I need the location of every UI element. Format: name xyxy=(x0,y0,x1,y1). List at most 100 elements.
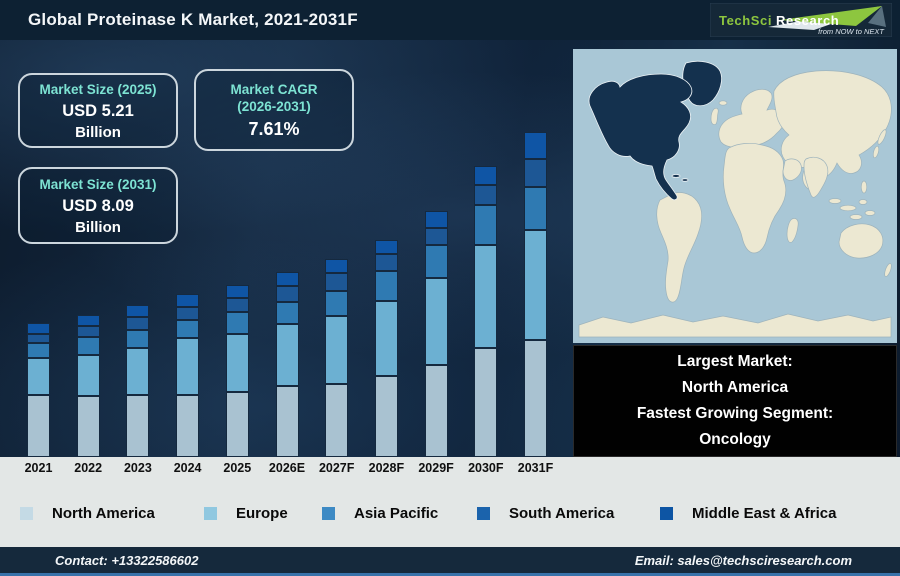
bar-segment-north-america xyxy=(225,392,249,457)
bar-2025 xyxy=(225,285,249,457)
footer-contact: Contact: +13322586602 xyxy=(55,552,199,568)
stat-card-value: 7.61% xyxy=(248,118,300,139)
logo-tagline: from NOW to NEXT xyxy=(818,27,885,36)
bar-segment-middle-east-africa xyxy=(275,272,299,286)
bar-segment-europe xyxy=(325,316,349,384)
map-island xyxy=(839,204,857,212)
bar-segment-asia-pacific xyxy=(374,271,398,301)
main-area: Market Size (2025) USD 5.21 Billion Mark… xyxy=(0,40,900,457)
map-madagascar xyxy=(786,218,799,243)
bar-2031f xyxy=(524,132,547,457)
map-island xyxy=(864,210,876,216)
stat-card-title-line2: (2026-2031) xyxy=(237,98,311,114)
map-island xyxy=(858,199,868,205)
legend-swatch-north-america xyxy=(20,506,33,520)
bar-segment-south-america xyxy=(76,326,100,337)
legend-item-europe: Europe xyxy=(204,504,288,522)
legend-swatch-europe xyxy=(204,506,217,520)
bar-2029f xyxy=(424,211,448,457)
bar-segment-asia-pacific xyxy=(424,245,448,278)
stat-card-market-size-2025: Market Size (2025) USD 5.21 Billion xyxy=(18,73,178,148)
callout-line-4: Oncology xyxy=(699,431,771,448)
bar-segment-europe xyxy=(374,301,398,376)
map-uk xyxy=(710,107,719,125)
bar-segment-north-america xyxy=(424,365,448,457)
legend-label-south-america: South America xyxy=(509,504,615,522)
bar-2023 xyxy=(126,305,150,457)
bottom-panel: 2021 2022 2023 2024 2025 2026E 2027F 2028F 2029F… xyxy=(0,457,900,547)
bar-segment-south-america xyxy=(474,185,498,205)
logo-arrow-tip xyxy=(868,6,886,27)
legend-swatch-asia-pacific xyxy=(322,506,335,520)
x-axis-label-2028f: 2028F xyxy=(368,461,405,475)
legend-label-north-america: North America xyxy=(52,504,155,522)
map-island xyxy=(849,214,863,220)
stat-card-value: USD 5.21 xyxy=(62,101,134,120)
world-map xyxy=(573,49,897,343)
legend-swatch-middle-east-africa xyxy=(660,506,673,520)
callout-line-3: Fastest Growing Segment: xyxy=(636,405,834,422)
bar-segment-middle-east-africa xyxy=(524,132,547,159)
x-axis-label-2031f: 2031F xyxy=(517,461,554,475)
bar-segment-europe xyxy=(524,230,547,340)
bar-2022 xyxy=(76,315,100,457)
bar-segment-middle-east-africa xyxy=(374,240,398,254)
bar-2028f xyxy=(374,240,398,457)
techsci-research-logo: TechSci Research from NOW to NEXT xyxy=(710,3,892,37)
bar-segment-south-america xyxy=(27,334,50,343)
bar-segment-south-america xyxy=(374,254,398,271)
callout-line-1: Largest Market: xyxy=(677,353,793,370)
stat-card-title: Market Size (2031) xyxy=(39,176,157,192)
bar-segment-north-america xyxy=(126,395,150,457)
x-axis-label-2026e: 2026E xyxy=(268,461,306,475)
bar-segment-middle-east-africa xyxy=(76,315,100,326)
callout-line-2: North America xyxy=(681,379,789,396)
bar-2024 xyxy=(176,294,200,457)
bar-segment-europe xyxy=(474,245,498,348)
map-north-america xyxy=(588,73,693,201)
bar-2021 xyxy=(27,323,50,457)
x-axis-label-2029f: 2029F xyxy=(418,461,454,475)
bar-segment-middle-east-africa xyxy=(27,323,50,334)
bar-segment-europe xyxy=(27,358,50,395)
legend-swatch-south-america xyxy=(477,506,490,520)
map-australia xyxy=(838,223,884,259)
bar-segment-asia-pacific xyxy=(176,320,200,338)
bar-segment-south-america xyxy=(126,317,150,330)
bar-segment-south-america xyxy=(225,298,249,312)
bar-segment-middle-east-africa xyxy=(176,294,200,307)
header-bar: Global Proteinase K Market, 2021-2031F T… xyxy=(0,0,900,40)
map-caribbean-island xyxy=(681,178,689,182)
legend-label-europe: Europe xyxy=(236,504,288,522)
map-island xyxy=(828,198,842,204)
chart-legend: North America Europe Asia Pacific South Ame… xyxy=(0,504,900,524)
x-axis-label-2024: 2024 xyxy=(173,461,202,475)
bar-segment-asia-pacific xyxy=(225,312,249,334)
logo-arrow-icon xyxy=(780,6,882,26)
bar-segment-asia-pacific xyxy=(325,291,349,316)
stat-card-unit: Billion xyxy=(75,218,121,236)
bar-segment-asia-pacific xyxy=(275,302,299,324)
bar-segment-asia-pacific xyxy=(524,187,547,230)
map-japan-south xyxy=(872,145,880,159)
bar-segment-north-america xyxy=(524,340,547,457)
bar-segment-europe xyxy=(76,355,100,396)
legend-label-middle-east-africa: Middle East & Africa xyxy=(692,504,837,522)
stat-card-title: Market CAGR xyxy=(230,81,318,97)
bar-segment-europe xyxy=(275,324,299,386)
bar-segment-middle-east-africa xyxy=(225,285,249,298)
bar-segment-north-america xyxy=(325,384,349,457)
bar-segment-middle-east-africa xyxy=(474,166,498,185)
map-asia xyxy=(773,70,892,190)
x-axis: 2021 2022 2023 2024 2025 2026E 2027F 2028F 2029F… xyxy=(0,457,573,477)
stat-card-unit: Billion xyxy=(75,123,121,141)
logo-brand-text: TechSci xyxy=(719,13,772,28)
page-title: Global Proteinase K Market, 2021-2031F xyxy=(28,10,358,29)
map-antarctica xyxy=(578,313,892,338)
bar-segment-middle-east-africa xyxy=(126,305,150,317)
footer-bar: Contact: +13322586602 Email: sales@techs… xyxy=(0,547,900,576)
legend-item-middle-east-africa: Middle East & Africa xyxy=(660,504,836,522)
bar-chart xyxy=(0,40,573,457)
bar-segment-europe xyxy=(176,338,200,395)
